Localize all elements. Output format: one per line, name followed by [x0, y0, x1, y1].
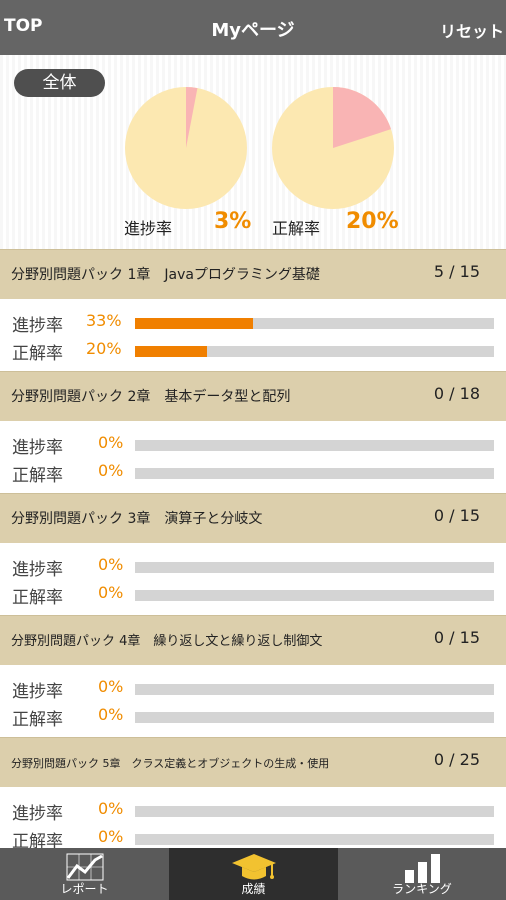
top-button[interactable]: TOP — [4, 16, 43, 36]
bar-chart-icon — [405, 854, 440, 883]
correct-pie-chart — [272, 87, 394, 209]
correct-value: 0% — [98, 583, 124, 602]
progress-row: 進捗率 0% — [0, 430, 506, 458]
tab-ranking-label: ランキング — [392, 882, 452, 896]
progress-row: 進捗率 0% — [0, 674, 506, 702]
progress-label: 進捗率 — [12, 682, 63, 702]
progress-bar — [135, 684, 494, 695]
correct-bar — [135, 834, 494, 845]
correct-pie-slice — [333, 87, 392, 148]
reset-button[interactable]: リセット — [439, 22, 504, 41]
progress-bar — [135, 562, 494, 573]
chapter-header[interactable]: 分野別問題パック 5章 クラス定義とオブジェクトの生成・使用 0 / 25 — [0, 737, 506, 787]
progress-label: 進捗率 — [12, 560, 63, 580]
tab-grades-label: 成績 — [241, 882, 266, 896]
correct-value: 0% — [98, 827, 124, 846]
progress-value: 0% — [98, 555, 124, 574]
progress-bar — [135, 440, 494, 451]
correct-bar — [135, 346, 494, 357]
correct-label: 正解率 — [12, 466, 63, 486]
progress-label: 進捗率 — [12, 438, 63, 458]
overall-progress-value: 3% — [214, 209, 252, 234]
tab-grades[interactable]: 成績 — [169, 848, 338, 900]
progress-bar — [135, 806, 494, 817]
progress-row: 進捗率 33% — [0, 308, 506, 336]
bottom-tab-bar: レポート 成績 ランキング — [0, 848, 506, 900]
progress-value: 33% — [86, 311, 122, 330]
progress-row: 進捗率 0% — [0, 796, 506, 824]
correct-bar — [135, 590, 494, 601]
progress-label: 進捗率 — [12, 316, 63, 336]
chapter-header[interactable]: 分野別問題パック 3章 演算子と分岐文 0 / 15 — [0, 493, 506, 543]
chapter-count: 0 / 15 — [433, 628, 480, 647]
chapter-count: 5 / 15 — [433, 262, 480, 281]
correct-label: 正解率 — [12, 344, 63, 364]
correct-row: 正解率 0% — [0, 702, 506, 730]
chapter-header[interactable]: 分野別問題パック 1章 Javaプログラミング基礎 5 / 15 — [0, 249, 506, 299]
correct-row: 正解率 0% — [0, 824, 506, 852]
chapter-title: 分野別問題パック 1章 Javaプログラミング基礎 — [11, 267, 320, 283]
progress-value: 0% — [98, 433, 124, 452]
correct-value: 20% — [86, 339, 122, 358]
chapter-title: 分野別問題パック 3章 演算子と分岐文 — [11, 511, 263, 527]
progress-pie-chart — [125, 87, 247, 209]
page-title: Myページ — [211, 20, 295, 41]
progress-pie-slice — [186, 87, 198, 148]
correct-value: 0% — [98, 705, 124, 724]
overall-progress-label: 進捗率 — [124, 219, 173, 238]
progress-row: 進捗率 0% — [0, 552, 506, 580]
correct-row: 正解率 0% — [0, 580, 506, 608]
progress-value: 0% — [98, 799, 124, 818]
correct-value: 0% — [98, 461, 124, 480]
overall-correct-label: 正解率 — [272, 219, 321, 238]
overall-summary: 全体 進捗率 3% 正解率 20% — [0, 55, 506, 249]
progress-bar — [135, 318, 494, 329]
chapter-count: 0 / 18 — [433, 384, 480, 403]
tab-report-label: レポート — [60, 882, 109, 896]
correct-row: 正解率 0% — [0, 458, 506, 486]
tab-ranking[interactable]: ランキング — [338, 848, 506, 900]
progress-label: 進捗率 — [12, 804, 63, 824]
correct-bar-fill — [135, 346, 207, 357]
chapter-count: 0 / 15 — [433, 506, 480, 525]
correct-label: 正解率 — [12, 588, 63, 608]
correct-label: 正解率 — [12, 710, 63, 730]
progress-bar-fill — [135, 318, 254, 329]
chart-line-icon — [66, 853, 103, 881]
correct-row: 正解率 20% — [0, 336, 506, 364]
chapter-count: 0 / 25 — [433, 750, 480, 769]
chapter-title: 分野別問題パック 2章 基本データ型と配列 — [11, 389, 291, 405]
overall-correct-value: 20% — [346, 209, 399, 234]
correct-bar — [135, 468, 494, 479]
progress-value: 0% — [98, 677, 124, 696]
chapter-title: 分野別問題パック 5章 クラス定義とオブジェクトの生成・使用 — [11, 757, 330, 770]
graduation-cap-icon — [231, 854, 276, 880]
nav-header: TOP Myページ リセット — [0, 0, 506, 55]
chapter-title: 分野別問題パック 4章 繰り返し文と繰り返し制御文 — [11, 634, 323, 649]
correct-bar — [135, 712, 494, 723]
correct-label: 正解率 — [12, 832, 63, 852]
tab-report[interactable]: レポート — [0, 848, 169, 900]
overall-badge: 全体 — [14, 69, 105, 97]
chapter-header[interactable]: 分野別問題パック 2章 基本データ型と配列 0 / 18 — [0, 371, 506, 421]
chapter-header[interactable]: 分野別問題パック 4章 繰り返し文と繰り返し制御文 0 / 15 — [0, 615, 506, 665]
